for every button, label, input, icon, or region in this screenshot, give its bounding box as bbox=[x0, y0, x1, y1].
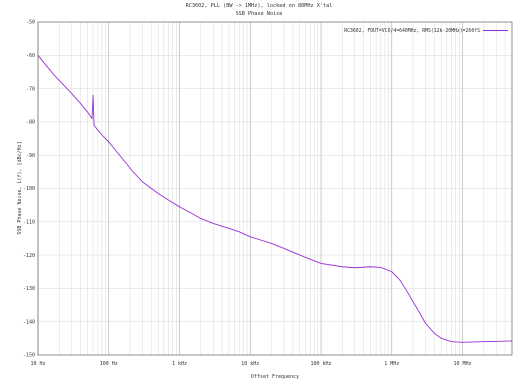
y-tick-label: -90 bbox=[26, 153, 35, 159]
chart-subtitle: SSB Phase Noise bbox=[236, 11, 283, 17]
tick-labels: -50 -60 -70 -80 -90 -100 -110 -120 -130 -140 -150 1… bbox=[23, 20, 472, 367]
y-tick-label: -60 bbox=[26, 53, 35, 59]
y-tick-label: -130 bbox=[23, 286, 35, 292]
y-tick-label: -70 bbox=[26, 86, 35, 92]
x-tick-label: 100 kHz bbox=[310, 361, 331, 367]
series-line bbox=[37, 55, 513, 343]
x-tick-label: 100 Hz bbox=[100, 361, 118, 367]
y-tick-label: -110 bbox=[23, 220, 35, 226]
series-layer bbox=[37, 55, 513, 343]
y-tick-label: -80 bbox=[26, 120, 35, 126]
x-axis-label: Offset Frequency bbox=[251, 374, 299, 380]
y-tick-label: -140 bbox=[23, 319, 35, 325]
y-tick-label: -50 bbox=[26, 20, 35, 26]
y-tick-label: -100 bbox=[23, 186, 35, 192]
x-tick-label: 10 MHz bbox=[454, 361, 472, 367]
x-tick-label: 10 kHz bbox=[241, 361, 259, 367]
chart-title: RC3602, PLL (BW -> 1MHz), locked on 80MH… bbox=[186, 3, 333, 9]
x-tick-label: 1 MHz bbox=[384, 361, 399, 367]
legend: RC3602, FOUT=VCO/4=640MHz, RMS(12k-20MHz… bbox=[344, 28, 508, 34]
x-tick-label: 1 kHz bbox=[172, 361, 187, 367]
y-tick-label: -120 bbox=[23, 253, 35, 259]
legend-label: RC3602, FOUT=VCO/4=640MHz, RMS(12k-20MHz… bbox=[344, 28, 480, 34]
grid bbox=[37, 21, 513, 356]
y-tick-label: -150 bbox=[23, 353, 35, 359]
y-axis-label: SSB Phase Noise, L(f), [dBc/Hz] bbox=[17, 141, 23, 234]
x-tick-label: 10 Hz bbox=[30, 361, 45, 367]
plot-frame bbox=[37, 21, 513, 356]
